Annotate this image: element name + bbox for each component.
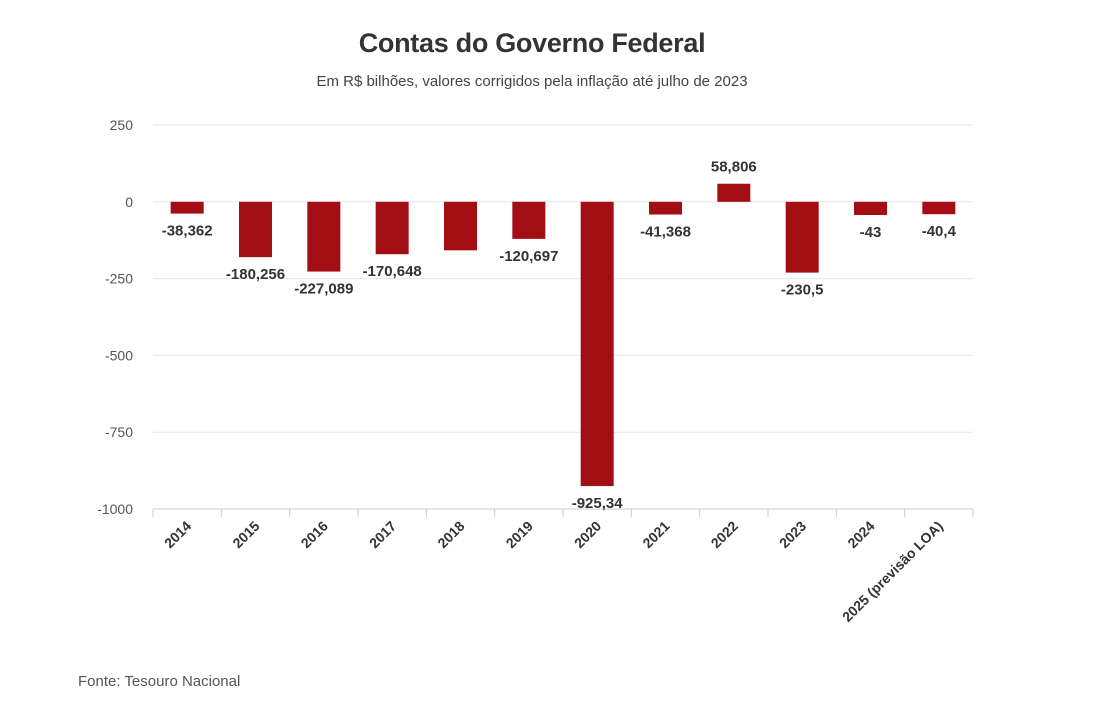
category-label: 2019	[503, 518, 536, 551]
data-label: -230,5	[781, 282, 824, 299]
bar-2016	[307, 201, 341, 272]
y-tick-label: 250	[110, 117, 134, 133]
data-labels: -38,362 -180,256 -227,089 -170,648 -120,697 -…	[162, 159, 957, 512]
bar-2024	[854, 201, 887, 216]
chart-subtitle: Em R$ bilhões, valores corrigidos pela i…	[316, 73, 748, 90]
y-axis-ticks: 250 0 -250 -500 -750 -1000	[97, 117, 133, 517]
data-label: -227,089	[294, 281, 353, 298]
data-label: 58,806	[711, 159, 757, 176]
data-label: -120,697	[499, 248, 558, 265]
data-label: -43	[860, 224, 882, 241]
x-axis	[152, 508, 974, 517]
data-label: -180,256	[226, 266, 285, 283]
category-label: 2014	[161, 518, 194, 551]
bar-2015	[239, 201, 272, 258]
y-tick-label: -750	[105, 424, 133, 440]
bar-2021	[649, 201, 682, 215]
bar-2022	[717, 183, 751, 202]
category-label: 2015	[229, 518, 262, 551]
bar-2023	[785, 201, 819, 273]
y-tick-label: -1000	[97, 501, 133, 517]
bar-chart: 250 0 -250 -500 -750 -1000 -38,362 -180,256 -22…	[97, 117, 974, 625]
bar-2014	[170, 201, 204, 214]
category-label: 2018	[434, 518, 467, 551]
category-label: 2016	[298, 518, 331, 551]
bar-2018	[444, 201, 477, 251]
gridlines	[153, 124, 973, 433]
y-tick-label: 0	[125, 194, 133, 210]
data-label: -40,4	[922, 223, 957, 240]
category-label: 2021	[639, 518, 672, 551]
bar-2017	[375, 201, 409, 255]
source-note: Fonte: Tesouro Nacional	[78, 673, 241, 690]
y-tick-label: -250	[105, 271, 133, 287]
category-label: 2017	[366, 518, 399, 551]
category-label: 2023	[776, 518, 809, 551]
category-label: 2022	[708, 518, 741, 551]
category-labels: 2014 2015 2016 2017 2018 2019 2020 2021 2022 2023…	[161, 518, 946, 625]
bar-2019	[512, 201, 546, 239]
category-label: 2020	[571, 518, 604, 551]
bar-2025	[922, 201, 956, 215]
category-label: 2024	[844, 518, 877, 551]
data-label: -170,648	[363, 263, 422, 280]
chart-title: Contas do Governo Federal	[358, 28, 706, 58]
y-tick-label: -500	[105, 347, 133, 363]
data-label: -925,34	[572, 495, 624, 512]
bars	[170, 183, 956, 487]
data-label: -38,362	[162, 223, 213, 240]
bar-2020	[580, 201, 614, 487]
data-label: -41,368	[640, 224, 691, 241]
